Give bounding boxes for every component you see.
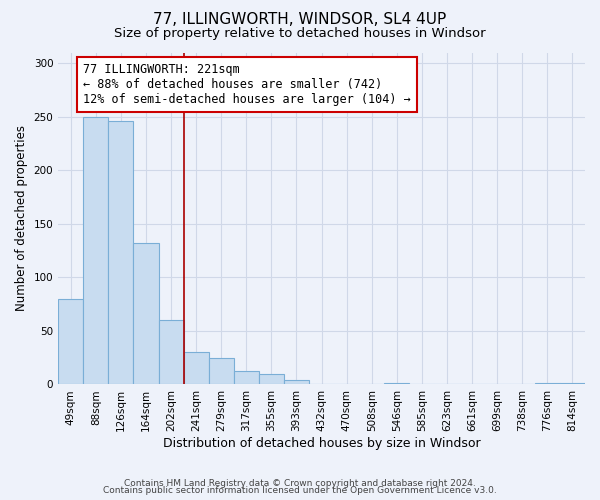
Text: Contains public sector information licensed under the Open Government Licence v3: Contains public sector information licen… <box>103 486 497 495</box>
Text: 77 ILLINGWORTH: 221sqm
← 88% of detached houses are smaller (742)
12% of semi-de: 77 ILLINGWORTH: 221sqm ← 88% of detached… <box>83 63 411 106</box>
Bar <box>234 370 259 384</box>
Y-axis label: Number of detached properties: Number of detached properties <box>15 126 28 312</box>
Text: Contains HM Land Registry data © Crown copyright and database right 2024.: Contains HM Land Registry data © Crown c… <box>124 478 476 488</box>
Bar <box>133 243 158 384</box>
Bar <box>83 116 109 384</box>
X-axis label: Distribution of detached houses by size in Windsor: Distribution of detached houses by size … <box>163 437 481 450</box>
Bar <box>184 352 209 384</box>
Bar <box>284 380 309 384</box>
Bar <box>209 358 234 384</box>
Bar <box>58 299 83 384</box>
Bar <box>259 374 284 384</box>
Bar <box>109 121 133 384</box>
Text: Size of property relative to detached houses in Windsor: Size of property relative to detached ho… <box>114 28 486 40</box>
Text: 77, ILLINGWORTH, WINDSOR, SL4 4UP: 77, ILLINGWORTH, WINDSOR, SL4 4UP <box>154 12 446 28</box>
Bar <box>158 320 184 384</box>
